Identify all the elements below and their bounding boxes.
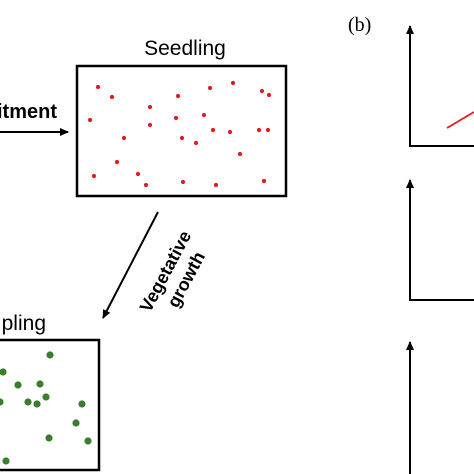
seedling-dot xyxy=(201,112,207,118)
plot-2-axes xyxy=(406,179,474,301)
seedling-dot xyxy=(265,127,271,133)
sapling-dot xyxy=(33,400,41,408)
seedling-dot xyxy=(135,171,141,177)
seedling-dot xyxy=(114,159,120,165)
seedling-dot xyxy=(230,80,236,86)
seedling-dot xyxy=(109,94,115,100)
seedling-dot xyxy=(193,140,199,146)
sapling-dots xyxy=(0,351,92,465)
recruitment-arrow-label: itment xyxy=(0,101,57,123)
seedling-dot xyxy=(147,122,153,128)
seedling-dot xyxy=(213,182,219,188)
sapling-dot xyxy=(78,400,86,408)
sapling-dot xyxy=(42,393,50,401)
seedling-dot xyxy=(121,135,127,141)
seedling-dot xyxy=(143,182,149,188)
seedling-dot xyxy=(87,117,93,123)
seedling-box xyxy=(75,64,288,198)
plot-1-curve xyxy=(446,111,474,129)
sapling-dot xyxy=(0,398,4,406)
seedling-dot xyxy=(147,104,153,110)
seedling-dot xyxy=(95,84,101,90)
seedling-dot xyxy=(207,85,213,91)
seedling-dot xyxy=(210,127,216,133)
sapling-box xyxy=(0,338,101,472)
seedling-dot xyxy=(173,115,179,121)
sapling-dot xyxy=(46,351,54,359)
down-left-arrow-icon xyxy=(102,211,159,319)
seedling-dot xyxy=(180,179,186,185)
seedling-dot xyxy=(179,135,185,141)
sapling-dot xyxy=(0,368,7,376)
seedling-dot xyxy=(237,151,243,157)
seedling-dot xyxy=(91,173,97,179)
seedling-dot xyxy=(175,93,181,99)
seedling-dot xyxy=(256,127,262,133)
sapling-dot xyxy=(14,381,22,389)
panel-b-label: (b) xyxy=(348,14,371,36)
seedling-dot xyxy=(261,178,267,184)
vegetative-growth-label: Vegetative growth xyxy=(136,223,217,326)
seedling-dot xyxy=(266,92,272,98)
sapling-dot xyxy=(84,437,92,445)
seedling-title: Seedling xyxy=(144,37,226,60)
seedling-dots xyxy=(87,80,272,188)
seedling-dot xyxy=(259,88,265,94)
sapling-title: pling xyxy=(2,312,46,335)
sapling-dot xyxy=(2,457,10,465)
seedling-dot xyxy=(227,129,233,135)
sapling-dot xyxy=(72,419,80,427)
sapling-dot xyxy=(24,398,32,406)
plot-1-axes xyxy=(406,25,474,147)
sapling-dot xyxy=(45,434,53,442)
sapling-dot xyxy=(36,380,44,388)
